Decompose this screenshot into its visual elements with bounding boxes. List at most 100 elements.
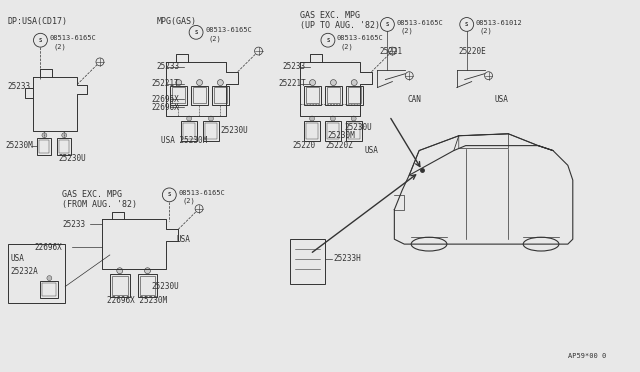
Text: 25233: 25233	[62, 220, 85, 229]
Text: AP59*00 0: AP59*00 0	[568, 353, 606, 359]
Text: 25233: 25233	[8, 82, 31, 91]
Circle shape	[62, 133, 67, 138]
Bar	[327, 123, 339, 139]
Circle shape	[187, 116, 191, 121]
Circle shape	[330, 80, 337, 86]
Bar	[172, 87, 185, 103]
Bar	[138, 274, 157, 297]
Text: USA: USA	[176, 235, 190, 244]
Bar	[60, 140, 69, 154]
Circle shape	[176, 80, 182, 86]
Bar	[40, 280, 58, 298]
Circle shape	[116, 268, 123, 274]
Text: 25233H: 25233H	[334, 254, 362, 263]
Text: (2): (2)	[479, 28, 492, 34]
Bar	[212, 86, 228, 105]
Text: 25220Z: 25220Z	[325, 141, 353, 150]
Bar	[306, 87, 319, 103]
Text: 25220: 25220	[292, 141, 316, 150]
Text: (FROM AUG. '82): (FROM AUG. '82)	[62, 200, 137, 209]
Text: USA: USA	[495, 95, 508, 104]
Text: (2): (2)	[53, 43, 66, 50]
Text: 25233: 25233	[282, 62, 305, 71]
Text: (2): (2)	[400, 28, 413, 34]
Text: 22696X: 22696X	[35, 243, 62, 251]
Bar	[325, 121, 341, 141]
Bar	[140, 276, 156, 295]
Text: S: S	[39, 38, 42, 43]
Text: USA: USA	[11, 254, 24, 263]
Bar	[346, 121, 362, 141]
Text: 08513-6165C: 08513-6165C	[179, 190, 225, 196]
Bar	[191, 86, 208, 105]
Bar	[304, 86, 321, 105]
Circle shape	[330, 116, 335, 121]
Text: 25232A: 25232A	[11, 267, 38, 276]
Text: DP:USA(CD17): DP:USA(CD17)	[8, 17, 68, 26]
Text: S: S	[465, 22, 468, 27]
Text: 08513-6165C: 08513-6165C	[396, 19, 443, 26]
Text: (UP TO AUG. '82): (UP TO AUG. '82)	[300, 20, 380, 29]
Bar	[112, 276, 128, 295]
Bar	[110, 274, 130, 297]
Bar	[40, 140, 49, 154]
Text: S: S	[386, 22, 389, 27]
Text: 22696X: 22696X	[152, 103, 179, 112]
Text: 25230M: 25230M	[6, 141, 33, 150]
Text: 08513-6165C: 08513-6165C	[205, 28, 252, 33]
Bar	[203, 121, 219, 141]
Bar	[348, 87, 361, 103]
Circle shape	[310, 116, 314, 121]
Text: 25220E: 25220E	[459, 47, 486, 56]
Bar	[8, 244, 65, 303]
Text: USA: USA	[365, 146, 378, 155]
Text: 25230U: 25230U	[58, 154, 86, 163]
Text: (2): (2)	[341, 43, 353, 50]
Text: GAS EXC. MPG: GAS EXC. MPG	[62, 190, 122, 199]
Bar	[304, 121, 320, 141]
Text: MPG(GAS): MPG(GAS)	[156, 17, 196, 26]
Text: 25221: 25221	[380, 47, 403, 56]
Bar	[183, 123, 195, 139]
Bar	[205, 123, 217, 139]
Text: S: S	[168, 192, 171, 198]
Text: 25221T: 25221T	[152, 79, 179, 88]
Text: 08513-6165C: 08513-6165C	[49, 35, 96, 41]
Bar	[325, 86, 342, 105]
Text: 22696X: 22696X	[152, 95, 179, 104]
Circle shape	[351, 116, 356, 121]
Text: GAS EXC. MPG: GAS EXC. MPG	[300, 11, 360, 20]
Text: 25230U: 25230U	[221, 126, 248, 135]
Text: 25230U: 25230U	[152, 282, 179, 291]
Bar	[306, 123, 318, 139]
Circle shape	[196, 80, 202, 86]
Circle shape	[310, 80, 316, 86]
Bar	[327, 87, 340, 103]
Circle shape	[209, 116, 213, 121]
Circle shape	[47, 276, 52, 280]
Text: 08513-61012: 08513-61012	[476, 19, 522, 26]
Circle shape	[218, 80, 223, 86]
Text: CAN: CAN	[407, 95, 421, 104]
Text: S: S	[195, 30, 198, 35]
Text: USA 25230M: USA 25230M	[161, 136, 207, 145]
Text: 25230M: 25230M	[328, 131, 356, 140]
Bar	[214, 87, 227, 103]
Circle shape	[42, 133, 47, 138]
Text: (2): (2)	[209, 35, 221, 42]
Bar	[181, 121, 197, 141]
Text: 25233: 25233	[156, 62, 180, 71]
Bar	[348, 123, 360, 139]
Bar	[42, 283, 56, 296]
Bar	[170, 86, 187, 105]
Bar	[346, 86, 363, 105]
Text: 08513-6165C: 08513-6165C	[337, 35, 383, 41]
Text: S: S	[326, 38, 330, 43]
Bar	[193, 87, 206, 103]
Bar	[58, 138, 71, 155]
Text: (2): (2)	[182, 198, 195, 204]
Bar	[38, 138, 51, 155]
Text: 25221T: 25221T	[278, 79, 306, 88]
Circle shape	[145, 268, 150, 274]
Text: 25230U: 25230U	[345, 124, 372, 132]
